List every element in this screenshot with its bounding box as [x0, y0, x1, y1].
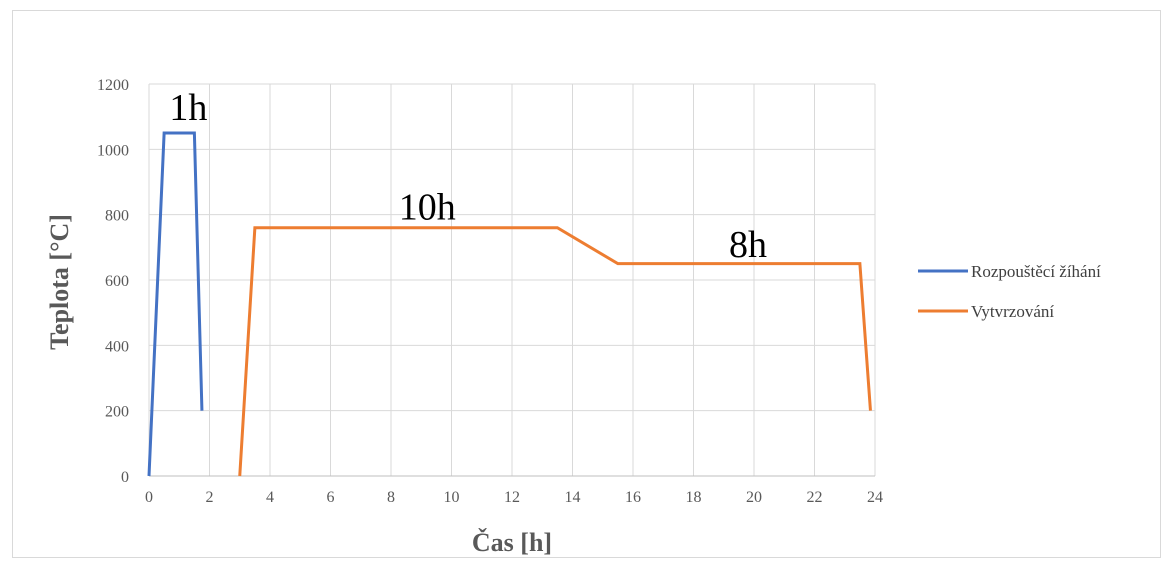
x-tick-label: 22 — [807, 489, 823, 506]
y-tick-label: 1200 — [97, 77, 129, 94]
grid-layer — [148, 83, 876, 477]
y-tick-label: 200 — [105, 404, 129, 421]
duration-annotation: 1h — [169, 87, 207, 129]
x-tick-label: 20 — [746, 489, 762, 506]
y-tick-label: 600 — [105, 273, 129, 290]
legend-label: Vytvrzování — [971, 302, 1054, 321]
y-tick-label: 1000 — [97, 142, 129, 159]
x-tick-label: 0 — [145, 489, 153, 506]
duration-annotation: 10h — [399, 187, 456, 229]
legend: Rozpouštěcí žíhání Vytvrzování — [918, 262, 1101, 321]
x-tick-label: 16 — [625, 489, 641, 506]
series-layer — [147, 131, 872, 477]
x-tick-label: 24 — [867, 489, 883, 506]
duration-annotation: 8h — [729, 224, 767, 266]
series-line-1 — [147, 131, 204, 477]
series-line-2 — [238, 226, 872, 477]
x-tick-label: 8 — [387, 489, 395, 506]
x-tick-label: 14 — [565, 489, 581, 506]
y-tick-label: 400 — [105, 338, 129, 355]
y-axis-title: Teplota [°C] — [45, 214, 74, 350]
line-chart: 0 2 4 6 8 10 12 14 16 18 20 22 240200400600800100012… — [45, 77, 1101, 557]
x-tick-label: 6 — [327, 489, 335, 506]
x-tick-label: 10 — [444, 489, 460, 506]
axis-layer: 0 2 4 6 8 10 12 14 16 18 20 22 240200400600800100012… — [97, 77, 883, 506]
legend-label: Rozpouštěcí žíhání — [971, 262, 1101, 281]
x-tick-label: 2 — [206, 489, 214, 506]
y-tick-label: 0 — [121, 469, 129, 486]
x-axis-title: Čas [h] — [472, 528, 552, 557]
x-tick-label: 4 — [266, 489, 274, 506]
annotation-layer: 1h 10h 8h — [169, 87, 767, 266]
x-tick-label: 18 — [686, 489, 702, 506]
chart-frame: 0 2 4 6 8 10 12 14 16 18 20 22 24 0 200 400 600 800 1000 12… — [12, 10, 1161, 558]
x-tick-label: 12 — [504, 489, 520, 506]
y-tick-label: 800 — [105, 208, 129, 225]
